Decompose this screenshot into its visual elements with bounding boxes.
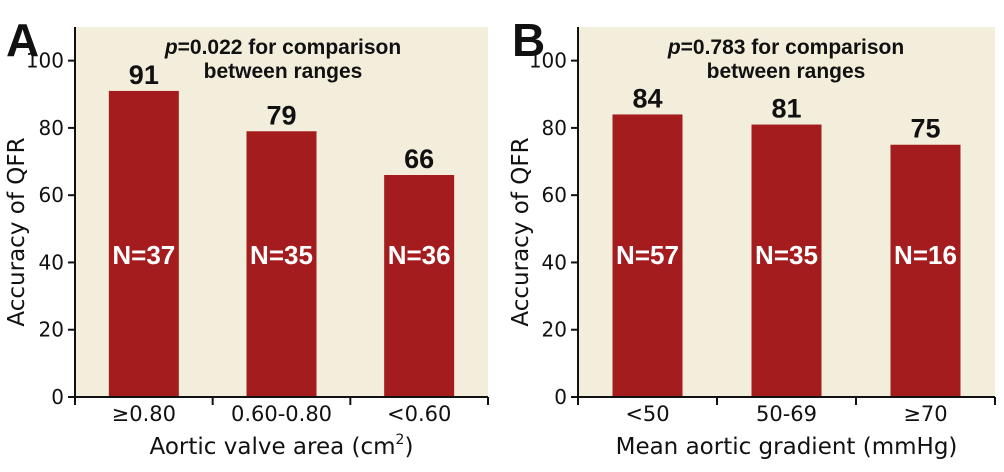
bar-n-label: N=16 bbox=[894, 240, 957, 270]
x-tick-label: <0.60 bbox=[387, 402, 451, 426]
panel-letter: A bbox=[6, 14, 39, 66]
y-tick-label: 40 bbox=[39, 250, 64, 274]
p-value-text: =0.022 for comparison bbox=[178, 36, 402, 59]
y-tick-label: 20 bbox=[39, 318, 64, 342]
p-value-note: p=0.022 for comparison bbox=[164, 36, 401, 59]
y-axis-title: Accuracy of QFR bbox=[4, 137, 30, 326]
y-tick-label: 40 bbox=[542, 250, 567, 274]
x-tick-label: 0.60-0.80 bbox=[231, 402, 332, 426]
bar bbox=[751, 124, 822, 397]
p-symbol: p bbox=[667, 36, 681, 59]
x-tick-label: ≥0.80 bbox=[112, 402, 176, 426]
y-tick-label: 0 bbox=[554, 385, 567, 409]
y-tick-label: 100 bbox=[529, 49, 567, 73]
y-tick-label: 80 bbox=[542, 116, 567, 140]
panel-letter: B bbox=[512, 14, 545, 66]
bar-value-label: 75 bbox=[910, 114, 940, 144]
bar-n-label: N=35 bbox=[755, 240, 818, 270]
y-axis-title: Accuracy of QFR bbox=[508, 137, 534, 326]
x-axis-title-text: Aortic valve area (cm bbox=[150, 434, 396, 460]
bar-value-label: 81 bbox=[771, 94, 801, 124]
p-symbol: p bbox=[164, 36, 178, 59]
y-tick-label: 60 bbox=[542, 183, 567, 207]
x-axis-title: Aortic valve area (cm2) bbox=[150, 432, 414, 460]
y-tick-label: 0 bbox=[51, 385, 64, 409]
x-axis-title-end: ) bbox=[404, 434, 413, 460]
y-tick-label: 100 bbox=[26, 49, 64, 73]
y-tick-label: 80 bbox=[39, 116, 64, 140]
bar-n-label: N=37 bbox=[112, 240, 175, 270]
x-tick-label: 50-69 bbox=[756, 402, 817, 426]
bar-n-label: N=35 bbox=[250, 240, 313, 270]
bar bbox=[384, 175, 455, 397]
bar-n-label: N=36 bbox=[388, 240, 451, 270]
bar-n-label: N=57 bbox=[616, 240, 679, 270]
p-value-note-line2: between ranges bbox=[707, 60, 866, 83]
x-axis-title-superscript: 2 bbox=[396, 432, 405, 448]
x-tick-label: <50 bbox=[625, 402, 669, 426]
p-value-note: p=0.783 for comparison bbox=[667, 36, 904, 59]
p-value-note-line2: between ranges bbox=[204, 60, 363, 83]
bar-value-label: 66 bbox=[404, 144, 434, 174]
x-tick-label: ≥70 bbox=[903, 402, 947, 426]
x-axis-title-text: Mean aortic gradient (mmHg) bbox=[616, 434, 958, 460]
bar bbox=[890, 144, 961, 397]
p-value-text: =0.783 for comparison bbox=[681, 36, 905, 59]
bar bbox=[612, 114, 683, 398]
y-tick-label: 60 bbox=[39, 183, 64, 207]
bar bbox=[246, 131, 317, 398]
bar-value-label: 84 bbox=[632, 83, 662, 113]
bar-value-label: 91 bbox=[129, 60, 159, 90]
x-axis-title: Mean aortic gradient (mmHg) bbox=[616, 434, 958, 460]
y-tick-label: 20 bbox=[542, 318, 567, 342]
bar bbox=[108, 90, 179, 397]
bar-value-label: 79 bbox=[266, 100, 296, 130]
